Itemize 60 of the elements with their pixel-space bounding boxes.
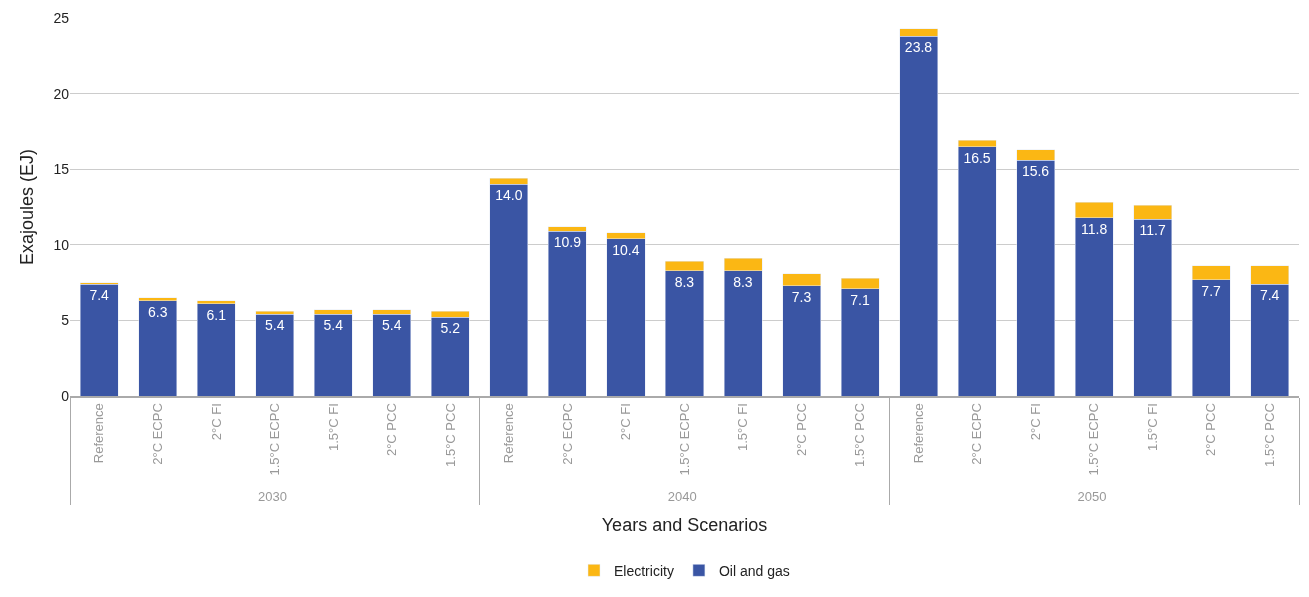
x-tick-label: 1.5°C PCC bbox=[442, 403, 458, 467]
x-tick-label: 1.5°C ECPC bbox=[676, 403, 692, 476]
x-tick-label: 1.5°C FI bbox=[735, 403, 751, 452]
y-tick-label: 15 bbox=[53, 161, 70, 178]
x-axis-title: Years and Scenarios bbox=[601, 514, 768, 535]
bar bbox=[79, 283, 119, 396]
y-tick-label: 0 bbox=[61, 387, 70, 404]
legend-label: Oil and gas bbox=[718, 562, 790, 579]
data-label: 10.9 bbox=[553, 234, 582, 251]
data-label: 6.3 bbox=[147, 303, 168, 320]
x-tick-label: 1.5°C PCC bbox=[1261, 403, 1277, 467]
x-tick-label: 2°C ECPC bbox=[969, 403, 985, 465]
x-tick-label: 1.5°C FI bbox=[1144, 403, 1160, 452]
data-label: 8.3 bbox=[733, 273, 753, 290]
data-label: 7.3 bbox=[791, 288, 812, 305]
y-axis-title: Exajoules (EJ) bbox=[16, 148, 37, 266]
data-label: 5.4 bbox=[264, 317, 285, 334]
data-label: 7.4 bbox=[89, 287, 110, 304]
data-label: 10.4 bbox=[612, 241, 640, 258]
x-tick-label: 1.5°C FI bbox=[325, 403, 341, 452]
x-tick-label: 1.5°C ECPC bbox=[267, 403, 283, 476]
text: 2040 bbox=[667, 488, 697, 504]
bar bbox=[548, 230, 587, 396]
y-tick-label: 10 bbox=[53, 236, 70, 253]
data-label: 7.1 bbox=[850, 291, 870, 308]
y-tick-label: 20 bbox=[53, 85, 70, 102]
data-label: 16.5 bbox=[963, 149, 991, 166]
bar bbox=[197, 303, 236, 396]
data-label: 15.6 bbox=[1021, 163, 1050, 180]
x-tick-label: 1.5°C ECPC bbox=[1086, 403, 1102, 476]
x-tick-label: 2°C FI bbox=[1027, 403, 1043, 441]
x-tick-label: 2°C PCC bbox=[1203, 403, 1219, 457]
x-tick-label: 2°C ECPC bbox=[150, 403, 166, 465]
x-tick-label: Reference bbox=[501, 403, 517, 464]
x-tick-label: 2°C PCC bbox=[793, 403, 809, 457]
bar bbox=[255, 314, 295, 396]
x-tick-label: 2°C FI bbox=[208, 403, 224, 441]
x-tick-label: 2°C PCC bbox=[384, 403, 400, 457]
x-tick-label: Reference bbox=[91, 403, 107, 464]
bar bbox=[138, 300, 178, 396]
x-tick-label: 2°C FI bbox=[618, 403, 634, 441]
data-label: 7.7 bbox=[1201, 282, 1222, 299]
data-label: 7.4 bbox=[1259, 287, 1280, 304]
y-tick-label: 5 bbox=[61, 312, 70, 329]
data-label: 5.4 bbox=[382, 317, 402, 334]
y-tick-label: 25 bbox=[53, 9, 70, 26]
x-tick-label: 1.5°C PCC bbox=[852, 403, 868, 467]
data-label: 23.8 bbox=[904, 39, 933, 56]
data-label: 6.1 bbox=[206, 306, 227, 323]
x-tick-label: 2°C ECPC bbox=[559, 403, 575, 465]
data-label: 11.7 bbox=[1139, 222, 1166, 239]
data-label: 11.8 bbox=[1080, 220, 1108, 237]
data-label: 8.3 bbox=[674, 273, 695, 290]
legend-label: Electricity bbox=[614, 562, 674, 579]
data-label: 5.2 bbox=[440, 320, 461, 337]
data-label: 5.4 bbox=[323, 317, 344, 334]
data-label: 14.0 bbox=[495, 187, 523, 204]
text: 2030 bbox=[258, 488, 288, 504]
text: 2050 bbox=[1077, 488, 1107, 504]
x-tick-label: Reference bbox=[910, 403, 926, 464]
